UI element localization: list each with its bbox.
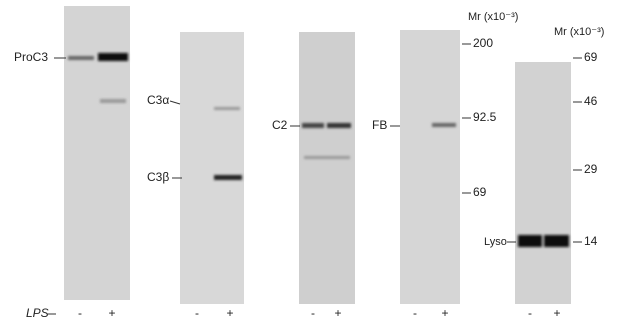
blot-panel xyxy=(64,6,130,300)
band xyxy=(304,156,350,159)
blot-panel xyxy=(299,32,355,304)
treatment-label: LPS xyxy=(26,306,49,320)
lane-label: - xyxy=(528,306,532,320)
marker-label: 69 xyxy=(584,50,598,64)
marker-label: 29 xyxy=(584,162,598,176)
lane-labels: - + - + - + - + - + xyxy=(78,306,561,320)
band xyxy=(68,56,94,60)
band xyxy=(214,107,240,110)
band-label: ProC3 xyxy=(14,50,48,64)
band xyxy=(214,175,242,180)
marker-label: 92.5 xyxy=(473,110,497,124)
band xyxy=(302,123,324,128)
blot-panel xyxy=(515,62,571,304)
scale: 69 46 29 14 xyxy=(573,50,598,248)
blot-panel xyxy=(400,30,460,304)
scale-title: Mr (x10⁻³) xyxy=(468,11,518,23)
band xyxy=(100,99,126,103)
lane-label: + xyxy=(108,306,115,320)
lane-label: + xyxy=(226,306,233,320)
scale-title: Mr (x10⁻³) xyxy=(554,26,604,38)
band xyxy=(544,235,569,247)
lane-label: + xyxy=(441,306,448,320)
band-label: C3β xyxy=(147,170,169,184)
lane-label: + xyxy=(553,306,560,320)
band xyxy=(98,53,128,61)
band xyxy=(327,123,351,128)
band xyxy=(518,235,542,247)
lane-label: - xyxy=(311,306,315,320)
lane-label: + xyxy=(334,306,341,320)
marker-label: 69 xyxy=(473,185,487,199)
lane-label: - xyxy=(413,306,417,320)
blot-panel xyxy=(180,32,244,304)
marker-label: 14 xyxy=(584,234,598,248)
marker-label: 200 xyxy=(473,36,493,50)
band-label: C3α xyxy=(147,93,169,107)
lane-label: - xyxy=(195,306,199,320)
lane-label: - xyxy=(78,306,82,320)
band-label: FB xyxy=(372,118,387,132)
band-label: C2 xyxy=(272,118,288,132)
marker-label: 46 xyxy=(584,94,598,108)
band xyxy=(432,123,456,127)
band-label: Lyso xyxy=(484,236,507,248)
label-tick xyxy=(169,100,181,105)
scale: 200 92.5 69 xyxy=(462,36,497,199)
